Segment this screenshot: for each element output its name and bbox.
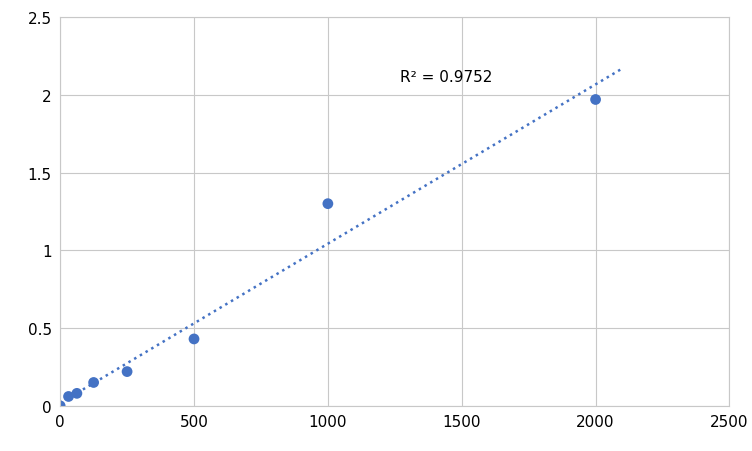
Point xyxy=(71,390,83,397)
Point xyxy=(87,379,99,386)
Point xyxy=(590,97,602,104)
Point xyxy=(322,201,334,208)
Point xyxy=(121,368,133,375)
Point xyxy=(62,393,74,400)
Text: R² = 0.9752: R² = 0.9752 xyxy=(400,69,493,84)
Point xyxy=(54,402,66,410)
Point xyxy=(188,336,200,343)
